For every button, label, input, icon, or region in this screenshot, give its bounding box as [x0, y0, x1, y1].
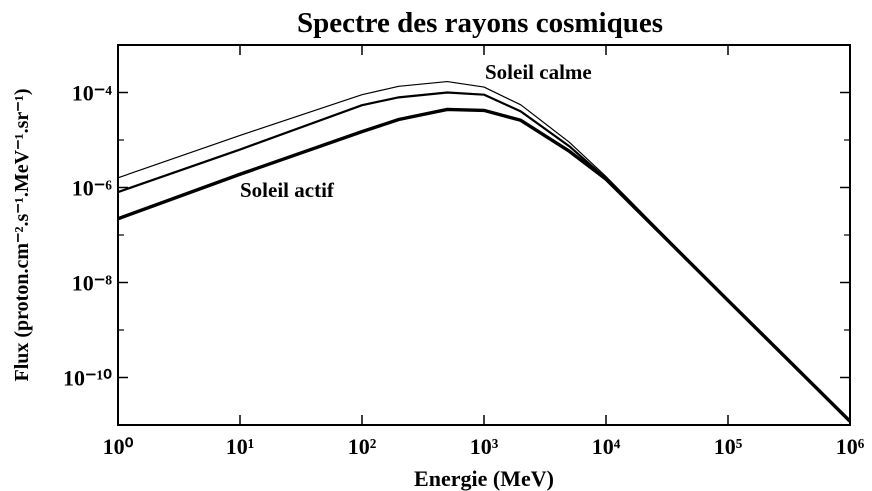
annotation: Soleil actif: [240, 178, 335, 202]
plot-frame: [117, 44, 851, 426]
y-tick-label: 10⁻⁴: [72, 81, 113, 106]
x-tick-label: 10⁵: [714, 434, 743, 459]
y-tick-label: 10⁻¹⁰: [63, 366, 112, 391]
series-line: [117, 91, 851, 423]
x-tick-label: 10⁴: [592, 434, 621, 459]
x-tick-label: 10³: [470, 434, 499, 459]
series-line: [117, 107, 852, 423]
y-tick-label: 10⁻⁶: [72, 176, 113, 201]
y-axis-label: Flux (proton.cm⁻².s⁻¹.MeV⁻¹.sr⁻¹): [11, 88, 33, 381]
chart-title: Spectre des rayons cosmiques: [297, 7, 663, 39]
y-tick-label: 10⁻⁸: [72, 271, 113, 296]
series-line: [117, 80, 851, 422]
x-axis-label: Energie (MeV): [414, 466, 554, 491]
x-tick-label: 10²: [348, 434, 377, 459]
annotation: Soleil calme: [485, 60, 592, 84]
x-tick-label: 10¹: [226, 434, 255, 459]
x-tick-label: 10⁶: [836, 434, 865, 459]
x-tick-label: 10⁰: [103, 434, 134, 459]
